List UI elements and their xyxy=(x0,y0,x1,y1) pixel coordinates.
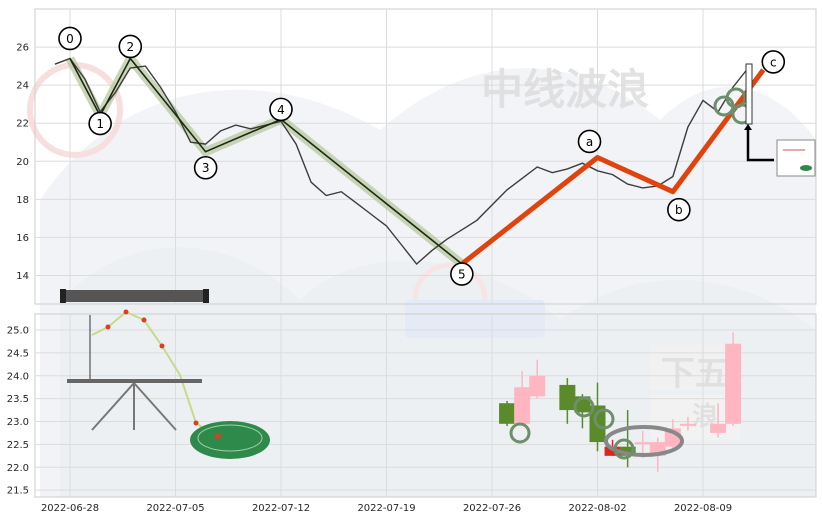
candle-body xyxy=(559,384,576,411)
y-tick-label: 21.5 xyxy=(7,486,29,497)
x-tick-label: 2022-07-26 xyxy=(463,503,521,514)
y-tick-label: 23.0 xyxy=(7,417,29,428)
y-tick-label: 20 xyxy=(16,157,29,168)
wave-label: c xyxy=(770,55,777,69)
y-tick-label: 24.0 xyxy=(7,371,29,382)
y-tick-label: 16 xyxy=(16,233,29,244)
candle-body xyxy=(514,387,531,424)
bottom-panel-frame xyxy=(34,313,817,498)
bottom-grid xyxy=(35,314,816,497)
wave-label-circle xyxy=(269,97,293,122)
y-tick-label: 22.5 xyxy=(7,440,29,451)
watermark-title: 中线波浪 xyxy=(481,65,649,114)
circuit-board-icon xyxy=(190,421,270,459)
y-tick-label: 22.0 xyxy=(7,463,29,474)
top-grid xyxy=(35,9,816,304)
wave-label: 5 xyxy=(458,268,466,282)
wave-label-circle xyxy=(761,50,786,74)
projection-line xyxy=(460,68,766,266)
wave-label-circle xyxy=(577,129,602,154)
wave-label: 2 xyxy=(126,40,134,54)
candle-body xyxy=(604,446,621,456)
y-tick-label: 18 xyxy=(16,195,29,206)
candle-body xyxy=(499,403,516,424)
bottom-y-ticks: 21.5 22.0 22.5 23.0 23.5 24.0 24.5 25.0 xyxy=(7,326,29,497)
x-tick-label: 2022-07-12 xyxy=(252,503,310,514)
candle-body xyxy=(710,423,727,433)
y-tick-label: 26 xyxy=(16,43,29,54)
x-tick-label: 2022-08-09 xyxy=(674,503,732,514)
candle-body xyxy=(619,446,636,456)
x-axis-ticks: 2022-06-28 2022-07-05 2022-07-12 2022-07-19… xyxy=(41,503,732,514)
price-line xyxy=(54,57,749,266)
y-tick-label: 25.0 xyxy=(7,326,29,337)
candle-body xyxy=(725,343,742,424)
y-tick-label: 22 xyxy=(16,119,29,130)
wave-label-circle xyxy=(667,197,691,222)
target-glasses-icon xyxy=(509,87,753,460)
x-tick-label: 2022-07-05 xyxy=(146,503,204,514)
wave-label: a xyxy=(586,135,593,149)
wave-labels: 0 1 2 3 4 5 a b c xyxy=(58,26,786,286)
y-tick-label: 24 xyxy=(16,81,29,92)
wave-label-circle xyxy=(118,34,143,59)
y-tick-label: 24.5 xyxy=(7,348,29,359)
wave-label: 3 xyxy=(202,161,210,175)
presentation-board-icon xyxy=(60,289,216,437)
wave-line xyxy=(69,57,463,265)
y-tick-label: 14 xyxy=(16,271,29,282)
y-tick-label: 23.5 xyxy=(7,394,29,405)
top-panel-frame xyxy=(34,8,817,305)
mini-chart-thumbnail-icon xyxy=(744,63,816,177)
wave-label-circle xyxy=(88,111,112,136)
wave-label: b xyxy=(675,203,683,217)
x-tick-label: 2022-08-02 xyxy=(568,503,626,514)
x-tick-label: 2022-07-19 xyxy=(357,503,415,514)
wave-label-circle xyxy=(58,26,82,51)
wave-label: 0 xyxy=(66,32,74,46)
wave-label-circle xyxy=(193,155,218,180)
candle-body xyxy=(679,423,696,426)
wave-label-circle xyxy=(450,262,474,286)
candle-body xyxy=(634,442,651,445)
watermark-lower-a: 下五 xyxy=(661,354,729,394)
wave-label: 4 xyxy=(277,103,285,117)
x-tick-label: 2022-06-28 xyxy=(41,503,99,514)
wave-label: 1 xyxy=(96,117,104,131)
top-y-ticks: 14 16 18 20 22 24 26 xyxy=(16,43,29,282)
background-wave-art xyxy=(27,62,816,497)
candle-body xyxy=(529,375,546,397)
